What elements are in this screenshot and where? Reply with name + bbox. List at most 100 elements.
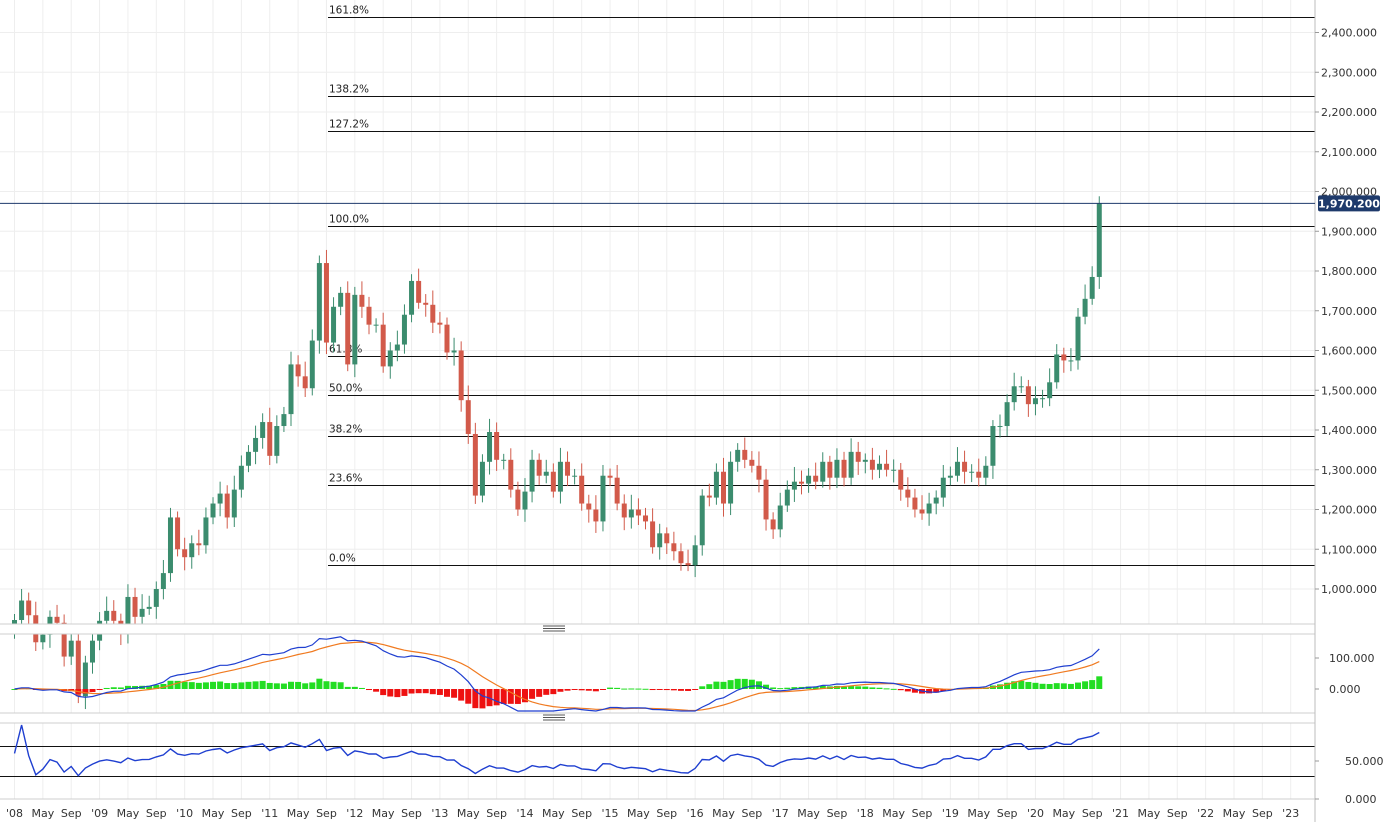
macd-histogram-bar	[649, 689, 656, 691]
price-axis-label: 2,400.000	[1321, 27, 1377, 40]
time-axis-label: Sep	[1082, 807, 1103, 820]
macd-axis-label: 0.000	[1329, 683, 1361, 696]
candle-body	[352, 294, 358, 365]
time-axis-label: May	[542, 807, 565, 820]
candle-body	[1061, 354, 1067, 361]
candle-body	[621, 503, 627, 518]
candle-body	[104, 610, 110, 621]
price-axis-label: 2,300.000	[1321, 66, 1377, 79]
candle-body	[735, 449, 741, 462]
candle-body	[905, 489, 911, 498]
time-axis-label: Sep	[827, 807, 848, 820]
macd-histogram-bar	[550, 689, 557, 695]
macd-histogram-bar	[848, 686, 855, 689]
candle-body	[175, 517, 181, 550]
candle-body	[515, 489, 521, 510]
pane-divider-1[interactable]	[0, 624, 1315, 634]
time-axis-label: May	[202, 807, 225, 820]
macd-histogram-bar	[89, 689, 96, 693]
candle-body	[614, 477, 620, 504]
macd-histogram-bar	[124, 685, 131, 689]
candle-body	[763, 479, 769, 520]
macd-histogram-bar	[862, 686, 869, 689]
macd-histogram-bar	[160, 683, 167, 689]
time-axis-label: '19	[942, 807, 959, 820]
candle-body	[125, 596, 131, 633]
candle-body	[281, 414, 287, 427]
time-axis-label: '20	[1027, 807, 1044, 820]
candle-body	[976, 471, 982, 478]
macd-histogram-bar	[259, 680, 266, 689]
candle-body	[1089, 276, 1095, 299]
macd-histogram-bar	[11, 689, 18, 690]
candle-body	[409, 280, 415, 315]
macd-histogram-bar	[940, 689, 947, 692]
candle-body	[430, 304, 436, 323]
macd-histogram-bar	[110, 687, 117, 689]
macd-histogram-bar	[238, 682, 245, 689]
candle-body	[855, 451, 861, 462]
candle-body	[600, 475, 606, 522]
drag-handle-icon[interactable]	[543, 714, 565, 721]
candle-body	[664, 533, 670, 544]
macd-histogram-bar	[770, 687, 777, 689]
macd-histogram-bar	[217, 681, 224, 689]
macd-histogram-bar	[245, 681, 252, 689]
drag-handle-icon[interactable]	[543, 625, 565, 632]
macd-histogram-bar	[592, 689, 599, 692]
macd-histogram-bar	[82, 689, 89, 694]
macd-histogram-bar	[344, 686, 351, 689]
macd-histogram-bar	[677, 689, 684, 691]
candle-body	[713, 471, 719, 498]
macd-histogram-bar	[422, 689, 429, 694]
macd-histogram-bar	[351, 686, 358, 689]
time-axis-label: May	[1052, 807, 1075, 820]
candle-body	[323, 263, 329, 343]
macd-histogram-bar	[273, 683, 280, 689]
macd-histogram-bar	[387, 689, 394, 697]
macd-histogram-bar	[883, 688, 890, 690]
time-axis-label: Sep	[231, 807, 252, 820]
macd-histogram-bar	[841, 686, 848, 689]
time-axis-label: Sep	[997, 807, 1018, 820]
candle-body	[933, 497, 939, 504]
candle-body	[1082, 298, 1088, 317]
pane-divider-2[interactable]	[0, 713, 1315, 723]
macd-histogram-bar	[493, 689, 500, 706]
rsi-line	[13, 724, 1100, 777]
candle-body	[316, 263, 322, 341]
candle-body	[543, 471, 549, 476]
macd-histogram-bar	[436, 689, 443, 695]
candle-body	[61, 622, 67, 657]
macd-histogram-bar	[1025, 681, 1032, 689]
pane-gap	[0, 624, 1315, 634]
candle-body	[373, 324, 379, 326]
macd-histogram-bar	[415, 689, 422, 694]
macd-histogram-bar	[904, 689, 911, 692]
time-axis-label: '17	[772, 807, 789, 820]
grid-lines	[0, 0, 1315, 799]
candle-body	[706, 495, 712, 498]
candle-body	[479, 461, 485, 496]
macd-histogram-bar	[394, 689, 401, 698]
macd-histogram-bar	[451, 689, 458, 698]
macd-histogram-bar	[713, 681, 720, 689]
candle-body	[338, 292, 344, 307]
candle-body	[394, 344, 400, 351]
macd-histogram-bar	[890, 688, 897, 690]
macd-histogram-bar	[706, 684, 713, 689]
candle-body	[919, 509, 925, 514]
macd-histogram-bar	[911, 689, 918, 693]
candle-body	[728, 461, 734, 504]
macd-histogram-bar	[521, 689, 528, 703]
time-axis-label: '11	[261, 807, 278, 820]
candle-body	[1047, 382, 1053, 399]
macd-histogram-bar	[146, 685, 153, 689]
candle-body	[1032, 398, 1038, 405]
candle-body	[274, 426, 280, 456]
macd-histogram-bar	[656, 689, 663, 690]
time-axis-label: Sep	[316, 807, 337, 820]
macd-histogram-bar	[926, 689, 933, 694]
macd-histogram-bar	[202, 682, 209, 689]
macd-histogram-bar	[997, 684, 1004, 689]
